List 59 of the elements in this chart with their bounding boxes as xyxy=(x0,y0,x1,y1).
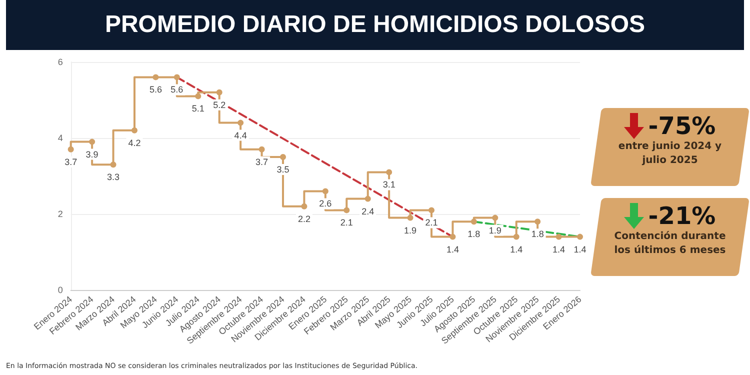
point xyxy=(492,214,498,221)
point xyxy=(216,89,222,96)
text: entre junio 2024 y julio 2025 xyxy=(617,140,723,168)
data-label: 3.7 xyxy=(256,156,268,167)
point xyxy=(152,74,159,80)
point xyxy=(344,207,350,214)
y-tick-label: 6 xyxy=(58,57,63,67)
data-label: 5.2 xyxy=(213,100,226,110)
point xyxy=(322,188,328,194)
data-label: 2.2 xyxy=(298,214,310,224)
data-label: 1.8 xyxy=(531,229,544,240)
data-label: 5.1 xyxy=(192,104,204,114)
data-label: 1.9 xyxy=(404,225,417,236)
data-label: 2.1 xyxy=(425,218,438,228)
data-label: 1.4 xyxy=(574,244,586,254)
point xyxy=(258,146,265,152)
point xyxy=(195,93,202,100)
data-label: 3.7 xyxy=(64,156,78,167)
point xyxy=(407,214,414,221)
data-label: 4.2 xyxy=(128,138,141,148)
data-label: 2.4 xyxy=(362,206,374,216)
y-tick-label: 0 xyxy=(58,285,63,295)
data-label: 3.5 xyxy=(276,164,290,174)
text: -21% xyxy=(648,202,716,230)
data-label: 4.4 xyxy=(234,130,247,140)
point xyxy=(450,234,456,240)
data-label: 2.6 xyxy=(319,198,332,209)
point xyxy=(280,154,286,160)
point xyxy=(534,218,541,225)
point xyxy=(301,203,308,210)
point xyxy=(89,138,96,145)
point xyxy=(110,162,116,168)
point xyxy=(68,146,74,152)
point xyxy=(577,234,583,240)
point xyxy=(364,196,371,202)
point xyxy=(470,218,477,225)
point xyxy=(174,74,180,80)
data-label: 3.3 xyxy=(107,172,120,182)
text: Contención durante los últimos 6 meses xyxy=(613,230,727,258)
data-label: 5.6 xyxy=(170,84,184,95)
point xyxy=(386,169,392,176)
y-tick-label: 2 xyxy=(58,209,63,219)
data-label: 2.1 xyxy=(340,218,353,228)
y-tick-label: 4 xyxy=(58,133,63,143)
data-label: 5.6 xyxy=(149,84,162,95)
data-label: 1.4 xyxy=(510,244,523,254)
data-label: 1.9 xyxy=(488,225,502,236)
data-label: 1.4 xyxy=(552,244,566,254)
chart-title: PROMEDIO DIARIO DE HOMICIDIOS DOLOSOS xyxy=(104,11,646,39)
data-label: 3.9 xyxy=(86,149,98,160)
point xyxy=(238,120,244,126)
text: -75% xyxy=(648,112,716,140)
point xyxy=(131,127,138,134)
data-label: 1.8 xyxy=(468,229,480,240)
point xyxy=(428,207,434,214)
data-label: 1.4 xyxy=(446,244,459,254)
point xyxy=(556,234,562,240)
point xyxy=(513,234,520,240)
data-label: 3.1 xyxy=(382,180,396,190)
